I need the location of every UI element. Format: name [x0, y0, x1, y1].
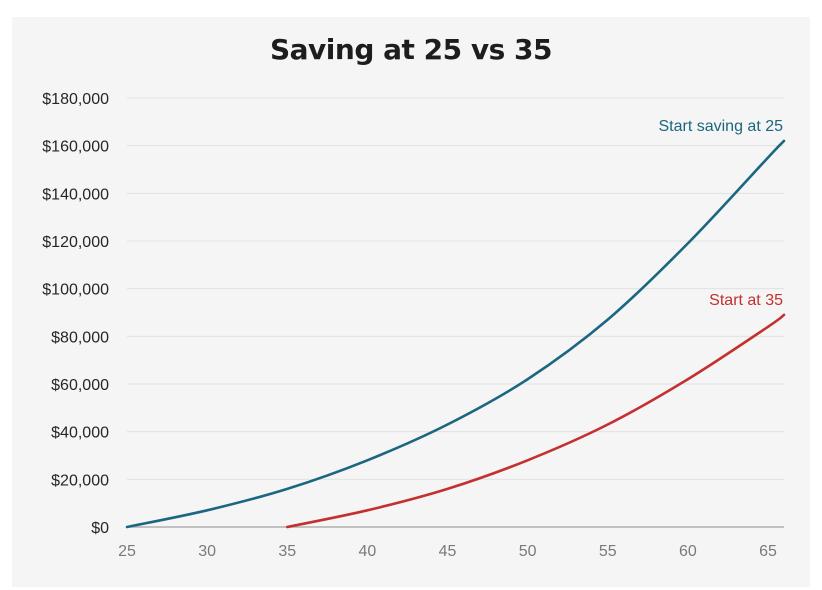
gridlines: [127, 97, 784, 480]
x-tick-label: 55: [599, 543, 617, 560]
y-tick-label: $120,000: [42, 234, 109, 251]
x-tick-label: 35: [278, 543, 296, 560]
x-tick-label: 30: [198, 543, 216, 560]
series-labels: Start saving at 25 Start at 35: [658, 118, 783, 309]
y-tick-label: $160,000: [42, 139, 109, 156]
x-axis-ticks: 25 30 35 40 45 50 55 60 65: [118, 543, 777, 560]
x-tick-label: 65: [759, 543, 777, 560]
series-lines: [125, 139, 786, 529]
x-tick-label: 50: [519, 543, 537, 560]
series-line-2: [285, 313, 786, 529]
y-tick-label: $0: [91, 520, 109, 537]
y-tick-label: $80,000: [51, 329, 109, 346]
y-tick-label: $180,000: [42, 91, 109, 108]
series-label-2: Start at 35: [709, 292, 783, 309]
y-tick-label: $40,000: [51, 425, 109, 442]
series-line-1: [125, 139, 786, 529]
y-axis-ticks: $0 $20,000 $40,000 $60,000 $80,000 $100,000 $1…: [42, 91, 109, 537]
chart-card: [12, 17, 810, 587]
x-tick-label: 60: [679, 543, 697, 560]
x-tick-label: 40: [358, 543, 376, 560]
y-tick-label: $20,000: [51, 472, 109, 489]
series-label-1: Start saving at 25: [658, 118, 783, 135]
x-tick-label: 25: [118, 543, 136, 560]
chart-title: Saving at 25 vs 35: [269, 33, 553, 66]
y-tick-label: $100,000: [42, 282, 109, 299]
y-tick-label: $140,000: [42, 186, 109, 203]
y-tick-label: $60,000: [51, 377, 109, 394]
x-tick-label: 45: [439, 543, 457, 560]
